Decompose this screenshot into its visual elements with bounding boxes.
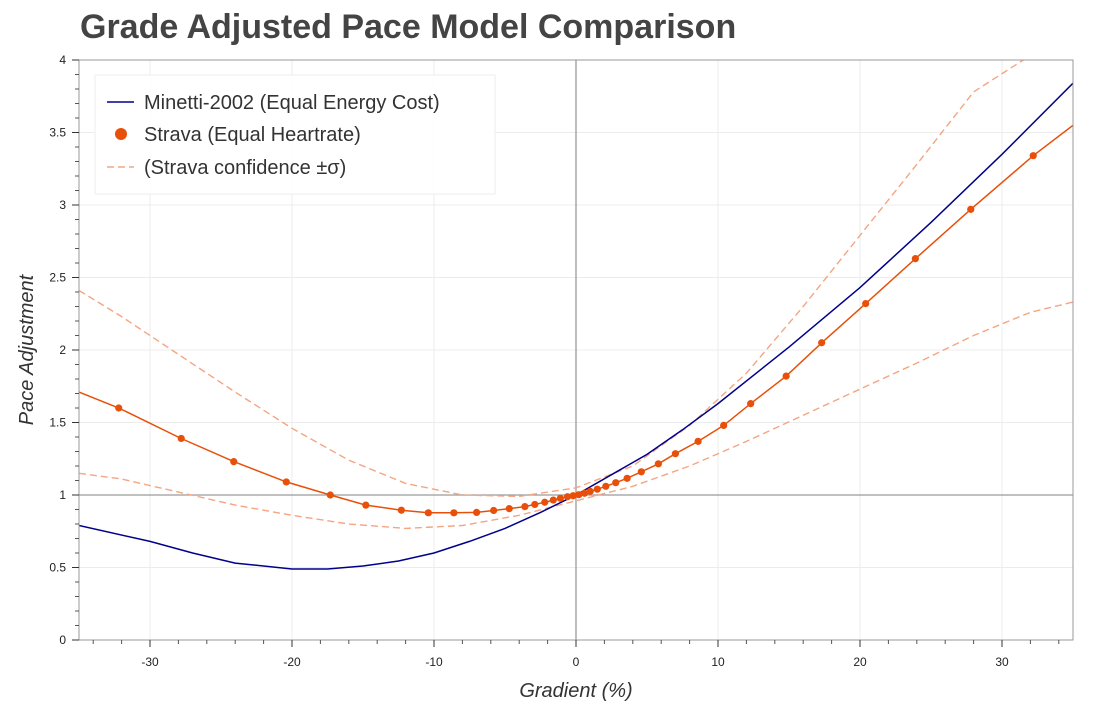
strava-point [694, 437, 702, 445]
x-tick-label: 0 [573, 655, 580, 669]
strava-point [654, 460, 662, 468]
strava-confidence-upper-line [79, 60, 1024, 498]
strava-point [575, 491, 583, 499]
series-layer [79, 60, 1073, 570]
strava-point [602, 482, 610, 490]
strava-point [1029, 152, 1037, 160]
strava-point [177, 434, 185, 443]
strava-point [563, 493, 572, 501]
legend-strava-label: Strava (Equal Heartrate) [144, 124, 361, 146]
y-tick-label: 3 [59, 198, 66, 212]
y-tick-label: 1.5 [49, 416, 66, 430]
minetti-line [79, 82, 1073, 570]
y-tick-label: 0.5 [49, 561, 66, 575]
strava-point [556, 494, 564, 502]
clipped-series [79, 60, 1073, 570]
strava-point [450, 509, 458, 517]
y-tick-label: 3.5 [49, 126, 66, 140]
x-tick-label: -20 [283, 655, 301, 669]
y-tick-label: 2.5 [49, 271, 66, 285]
strava-point [782, 372, 790, 380]
strava-point [671, 450, 680, 458]
legend-strava-swatch [115, 128, 127, 140]
strava-point [623, 474, 631, 482]
legend-minetti-label: Minetti-2002 (Equal Energy Cost) [144, 92, 440, 114]
x-tick-label: 20 [853, 655, 867, 669]
strava-point [593, 485, 601, 493]
strava-point [541, 498, 549, 506]
strava-point [967, 205, 975, 213]
x-tick-label: -30 [141, 655, 159, 669]
x-tick-label: 30 [995, 655, 1009, 669]
y-tick-label: 1 [59, 488, 66, 502]
strava-point [612, 479, 620, 487]
legend: Minetti-2002 (Equal Energy Cost) Strava (… [94, 74, 496, 195]
strava-point [747, 400, 755, 408]
strava-point [505, 505, 513, 513]
strava-confidence-lower-line [79, 301, 1073, 530]
strava-point [531, 500, 539, 509]
strava-point [397, 506, 405, 514]
strava-point [586, 487, 594, 495]
strava-point [637, 468, 645, 476]
strava-point [424, 509, 432, 517]
strava-point [911, 255, 919, 263]
strava-point [362, 501, 370, 509]
strava-point [549, 496, 557, 504]
strava-point [282, 478, 290, 486]
chart-title: Grade Adjusted Pace Model Comparison [80, 8, 737, 46]
strava-point [862, 300, 870, 308]
strava-point [473, 508, 481, 516]
y-axis-title: Pace Adjustment [16, 273, 38, 425]
y-tick-label: 4 [59, 53, 66, 67]
strava-point [115, 404, 123, 412]
legend-box [94, 74, 496, 195]
strava-point [818, 339, 826, 347]
x-axis-title: Gradient (%) [519, 680, 632, 702]
strava-point [580, 489, 589, 497]
strava-point [326, 491, 334, 499]
axes: -30 -20 -10 0 10 20 30 0 0.5 1 1.5 2 2.5 3 3.5 4 [49, 53, 1060, 669]
y-tick-label: 2 [59, 343, 66, 357]
strava-point [720, 421, 728, 429]
legend-confidence-label: (Strava confidence ±σ) [144, 157, 346, 179]
strava-point [569, 492, 577, 500]
x-tick-label: -10 [425, 655, 443, 669]
x-tick-label: 10 [711, 655, 725, 669]
strava-point [490, 506, 498, 515]
strava-point [521, 503, 529, 511]
strava-point [230, 458, 238, 466]
y-tick-label: 0 [59, 633, 66, 647]
